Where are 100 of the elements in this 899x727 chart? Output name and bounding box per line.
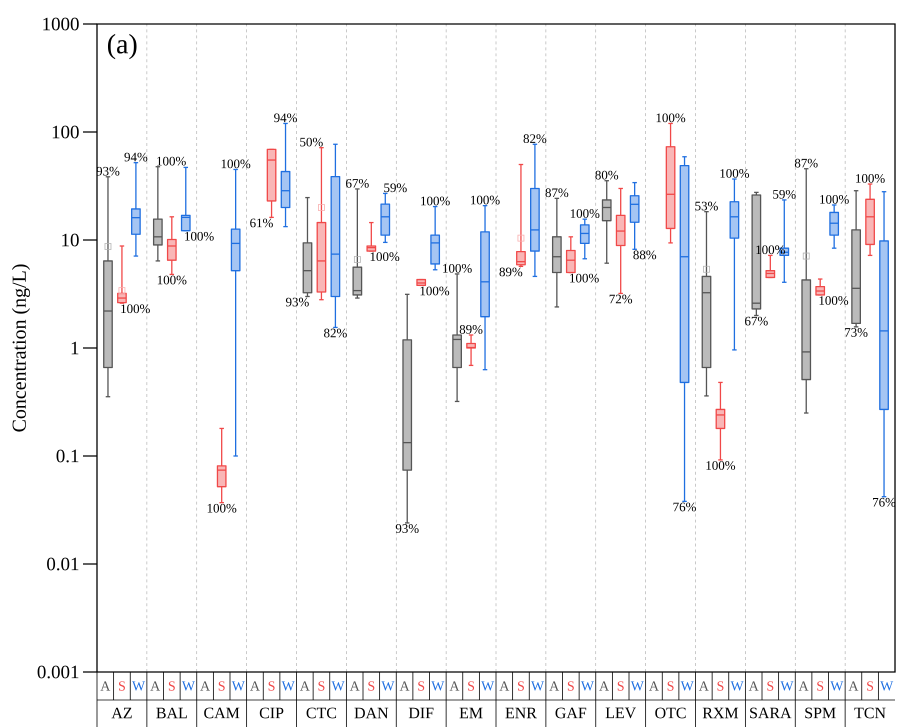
text: S [767,681,774,691]
text: W [780,681,794,691]
text: A [300,681,310,691]
text: 100% [856,174,885,183]
text: A [599,681,609,691]
x-tick-label: RXM [702,708,738,718]
y-tick-label: 0.1 [56,450,78,462]
text: 100% [157,156,186,166]
text: W [730,681,744,691]
text: 100% [185,232,214,241]
text: 87% [794,158,818,168]
text: W [630,681,644,691]
text: 100% [570,209,600,218]
text: W [880,681,894,691]
y-tick-label: 10 [62,234,79,246]
y-tick-label: 100 [52,126,79,138]
text: S [168,681,175,691]
text: S [668,681,674,691]
text: 93% [396,524,419,533]
y-tick-label: 0.001 [38,666,78,678]
y-tick-label: 1000 [43,18,79,30]
text: S [867,681,874,691]
text: 100% [443,264,472,273]
x-tick-label: DIF [408,708,434,718]
text: A [748,681,759,691]
text: 67% [346,178,369,188]
x-tick-label: ENR [505,708,537,718]
text: 100% [820,296,848,305]
text: W [332,681,345,691]
text: S [518,681,524,691]
text: S [468,681,474,691]
x-tick-label: BAL [156,708,187,718]
text: 100% [706,461,736,470]
x-tick-label: DAN [354,708,388,718]
text: W [830,681,844,691]
x-tick-label: OTC [655,708,686,718]
text: 100% [121,304,150,314]
text: S [568,681,574,691]
text: 67% [745,316,768,326]
text: 93% [286,298,309,306]
text: A [549,681,560,691]
text: 61% [250,218,273,228]
text: 100% [222,159,250,168]
text: 100% [421,196,450,206]
text: A [150,681,160,691]
text: 82% [524,134,546,144]
text: A [350,681,360,691]
text: 100% [656,113,686,122]
x-tick-label: AZ [111,708,132,718]
text: 100% [208,504,236,513]
text: 82% [324,328,347,338]
text: A [250,681,260,691]
x-tick-label: EM [460,708,483,718]
text: S [718,681,724,691]
text: 88% [633,250,656,260]
text: A [100,681,110,691]
text: 73% [845,328,868,337]
text: A [400,681,410,691]
y-tick-label: 0.01 [47,558,78,570]
x-tick-label: CIP [260,708,284,718]
text: W [282,681,295,691]
text: A [200,681,210,691]
text: W [182,681,195,691]
text: A [798,681,809,691]
text: S [118,681,125,691]
y-tick-label: 1 [72,342,78,354]
text: S [368,681,374,691]
text: 100% [420,286,450,296]
text: 100% [471,196,500,204]
text: 100% [370,252,400,262]
text: 89% [460,325,482,334]
text: 89% [499,268,522,276]
x-tick-label: SPM [805,708,836,718]
text: 94% [274,113,297,122]
text: A [848,681,858,691]
x-tick-label: GAF [556,708,586,718]
x-tick-label: SARA [750,708,792,718]
text: 80% [595,170,618,180]
text: 100% [570,274,599,282]
text: S [817,681,824,691]
text: S [418,681,424,691]
text: 50% [300,138,323,146]
text: W [531,681,544,691]
text: 100% [720,169,750,178]
text: A [698,681,709,691]
text: W [381,681,394,691]
text: W [680,681,694,691]
text: A [450,681,460,691]
text: 87% [545,188,568,198]
annotation: (a) [108,34,137,60]
text: A [499,681,510,691]
text: 94% [124,152,148,162]
text: S [218,681,225,691]
x-tick-label: TCN [854,708,886,718]
text: W [580,681,594,691]
text: 100% [820,195,849,204]
x-tick-label: CTC [306,708,336,718]
text: 59% [384,183,407,192]
text: S [318,681,324,691]
text: A [649,681,659,691]
